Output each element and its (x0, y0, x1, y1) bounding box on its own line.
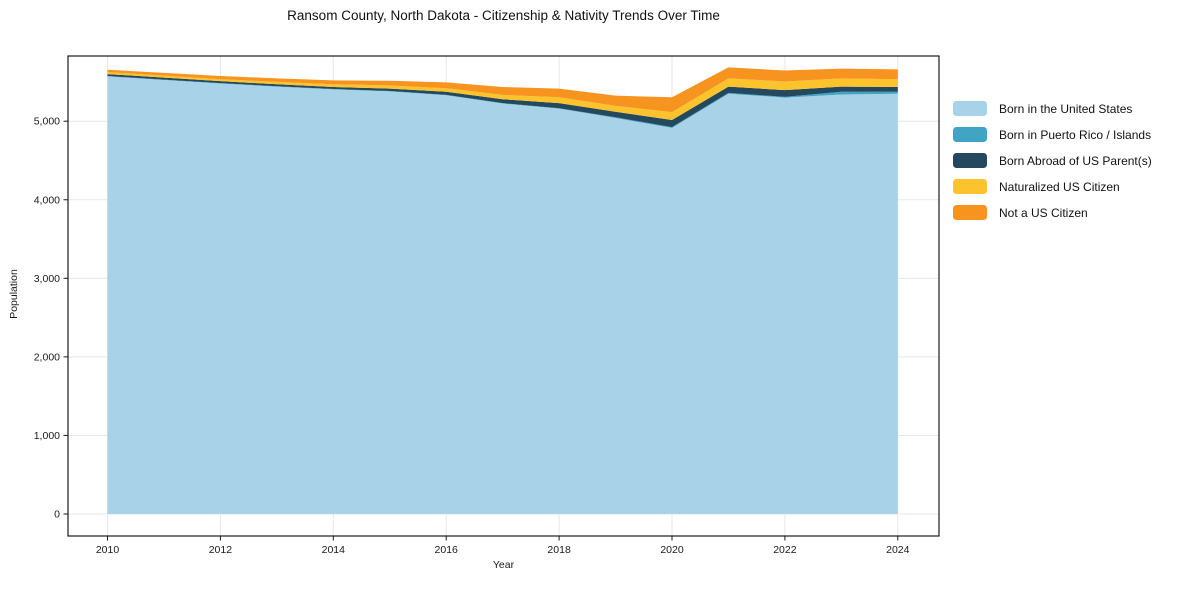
area-series (107, 72, 898, 121)
chart-title: Ransom County, North Dakota - Citizenshi… (287, 8, 720, 23)
x-tick-label: 2012 (209, 544, 233, 556)
x-tick-label: 2014 (322, 544, 346, 556)
legend: Born in the United States Born in Puerto … (953, 101, 1152, 231)
y-tick-label: 0 (54, 509, 60, 521)
legend-item: Not a US Citizen (953, 205, 1152, 220)
legend-label: Not a US Citizen (999, 205, 1088, 220)
area-series (107, 67, 898, 113)
legend-item: Born in Puerto Rico / Islands (953, 127, 1152, 142)
x-tick-label: 2018 (547, 544, 571, 556)
legend-swatch (953, 153, 987, 168)
legend-swatch (953, 101, 987, 116)
legend-swatch (953, 179, 987, 194)
x-tick-label: 2020 (660, 544, 684, 556)
area-series (107, 76, 898, 128)
legend-item: Naturalized US Citizen (953, 179, 1152, 194)
x-tick-label: 2010 (96, 544, 120, 556)
x-tick-label: 2016 (435, 544, 459, 556)
area-series (107, 76, 898, 515)
legend-swatch (953, 205, 987, 220)
y-tick-label: 5,000 (34, 116, 60, 128)
area-series (107, 74, 898, 128)
y-tick-label: 3,000 (34, 273, 60, 285)
plot-border (67, 55, 940, 537)
legend-label: Born Abroad of US Parent(s) (999, 153, 1152, 168)
legend-swatch (953, 127, 987, 142)
x-tick-label: 2024 (886, 544, 910, 556)
y-tick-label: 2,000 (34, 351, 60, 363)
x-axis-label: Year (492, 559, 515, 571)
legend-label: Born in the United States (999, 101, 1133, 116)
legend-item: Born in the United States (953, 101, 1152, 116)
y-tick-label: 4,000 (34, 194, 60, 206)
legend-item: Born Abroad of US Parent(s) (953, 153, 1152, 168)
x-tick-label: 2022 (773, 544, 797, 556)
legend-label: Born in Puerto Rico / Islands (999, 127, 1152, 142)
y-axis-label: Population (8, 269, 20, 319)
legend-label: Naturalized US Citizen (999, 179, 1120, 194)
y-tick-label: 1,000 (34, 430, 60, 442)
